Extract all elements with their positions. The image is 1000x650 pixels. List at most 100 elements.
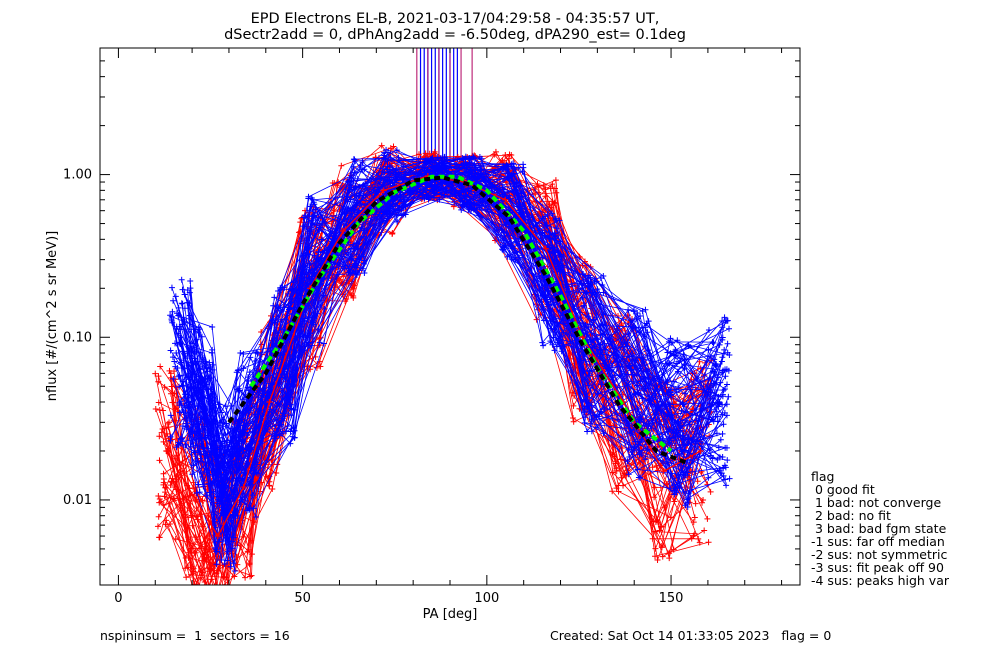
blue-sweep-marker [207, 363, 214, 370]
blue-sweep-marker [211, 518, 218, 525]
blue-sweep-marker [184, 299, 191, 306]
blue-sweep-marker [214, 498, 221, 505]
blue-sweep-marker [724, 349, 731, 356]
red-sweep-marker [378, 142, 385, 149]
red-sweep-marker [422, 150, 429, 157]
blue-sweep-marker [173, 350, 180, 357]
blue-sweep-marker [510, 160, 517, 167]
blue-sweep-marker [665, 338, 672, 345]
blue-sweep-marker [472, 163, 479, 170]
blue-sweep-marker [599, 331, 606, 338]
red-sweep-marker [656, 527, 663, 534]
blue-sweep-marker [671, 488, 678, 495]
blue-sweep-marker [518, 203, 525, 210]
red-sweep-marker [704, 515, 711, 522]
blue-sweep-marker [470, 201, 477, 208]
red-sweep-marker [152, 405, 159, 412]
blue-sweep-marker [276, 432, 283, 439]
blue-sweep-marker [176, 383, 183, 390]
red-sweep-marker [167, 482, 174, 489]
red-sweep-marker [692, 500, 699, 507]
blue-sweep-marker [555, 322, 562, 329]
blue-sweep-marker [459, 155, 466, 162]
blue-sweep-marker [306, 260, 313, 267]
blue-sweep-marker [277, 307, 284, 314]
blue-sweep-marker [218, 556, 225, 563]
blue-sweep-marker [716, 341, 723, 348]
blue-sweep-marker [713, 430, 720, 437]
red-sweep-marker [705, 539, 712, 546]
series-1-point [660, 468, 667, 475]
blue-sweep-marker [639, 308, 646, 315]
blue-sweep-marker [288, 412, 295, 419]
red-sweep-marker [160, 479, 167, 486]
blue-sweep-marker [247, 420, 254, 427]
blue-sweep-marker [173, 310, 180, 317]
red-sweep-marker [552, 177, 559, 184]
blue-sweep-marker [196, 428, 203, 435]
red-sweep-marker [350, 292, 357, 299]
blue-sweep [184, 156, 723, 542]
red-sweep-marker [161, 384, 168, 391]
blue-sweep-marker [585, 283, 592, 290]
series-1-point [240, 484, 247, 491]
blue-sweep-marker [207, 425, 214, 432]
blue-sweep-marker [236, 387, 243, 394]
blue-sweep-marker [251, 411, 258, 418]
blue-sweep-marker [362, 185, 369, 192]
blue-sweep-marker [240, 351, 247, 358]
blue-sweep-marker [628, 429, 635, 436]
red-sweep-marker [242, 574, 249, 581]
red-sweep-marker [208, 583, 210, 585]
blue-sweep-marker [625, 330, 632, 337]
blue-sweep-marker [546, 236, 553, 243]
red-sweep-marker [155, 513, 162, 520]
blue-sweep-marker [393, 147, 400, 154]
blue-sweep-marker [584, 428, 591, 435]
blue-sweep-marker [674, 337, 681, 344]
x-axis-label: PA [deg] [423, 607, 478, 622]
blue-sweep-marker [644, 446, 651, 453]
red-sweep-marker [160, 470, 167, 477]
blue-sweep-marker [231, 567, 238, 574]
red-sweep-marker [206, 605, 212, 611]
x-tick-label: 50 [294, 591, 311, 606]
red-sweep-marker [317, 363, 324, 370]
series-1-point [340, 228, 347, 235]
blue-sweep-marker [320, 292, 327, 299]
blue-sweep-marker [670, 430, 677, 437]
red-sweep-marker [338, 162, 345, 169]
red-sweep-marker [194, 513, 201, 520]
blue-sweep-marker [432, 157, 439, 164]
blue-sweep-marker [381, 218, 388, 225]
red-sweep-marker [661, 504, 668, 511]
blue-sweep-marker [726, 325, 733, 332]
series-1-point [380, 187, 387, 194]
blue-sweep-marker [629, 449, 636, 456]
blue-sweep-marker [705, 346, 712, 353]
red-sweep-marker [166, 500, 173, 507]
footer-left: nspininsum = 1 sectors = 16 [100, 628, 290, 643]
blue-sweep-marker [510, 170, 517, 177]
plot-data-area [152, 48, 733, 621]
blue-sweep-marker [381, 169, 388, 176]
red-sweep-marker [551, 200, 558, 207]
red-sweep-marker [542, 193, 549, 200]
blue-sweep-marker [216, 538, 223, 545]
blue-sweep-marker [477, 163, 484, 170]
blue-sweep-marker [254, 350, 261, 357]
blue-sweep-marker [463, 201, 470, 208]
red-sweep-marker [207, 615, 213, 621]
blue-sweep-marker [277, 352, 284, 359]
blue-sweep-marker [600, 289, 607, 296]
red-sweep-marker [234, 561, 241, 568]
blue-sweep-marker [181, 305, 188, 312]
blue-sweep-marker [588, 416, 595, 423]
red-sweep-marker [211, 592, 217, 598]
blue-sweep-marker [712, 413, 719, 420]
blue-sweep-marker [470, 153, 477, 160]
blue-sweep-marker [721, 346, 728, 353]
blue-sweep-marker [556, 217, 563, 224]
blue-sweep-marker [685, 490, 692, 497]
